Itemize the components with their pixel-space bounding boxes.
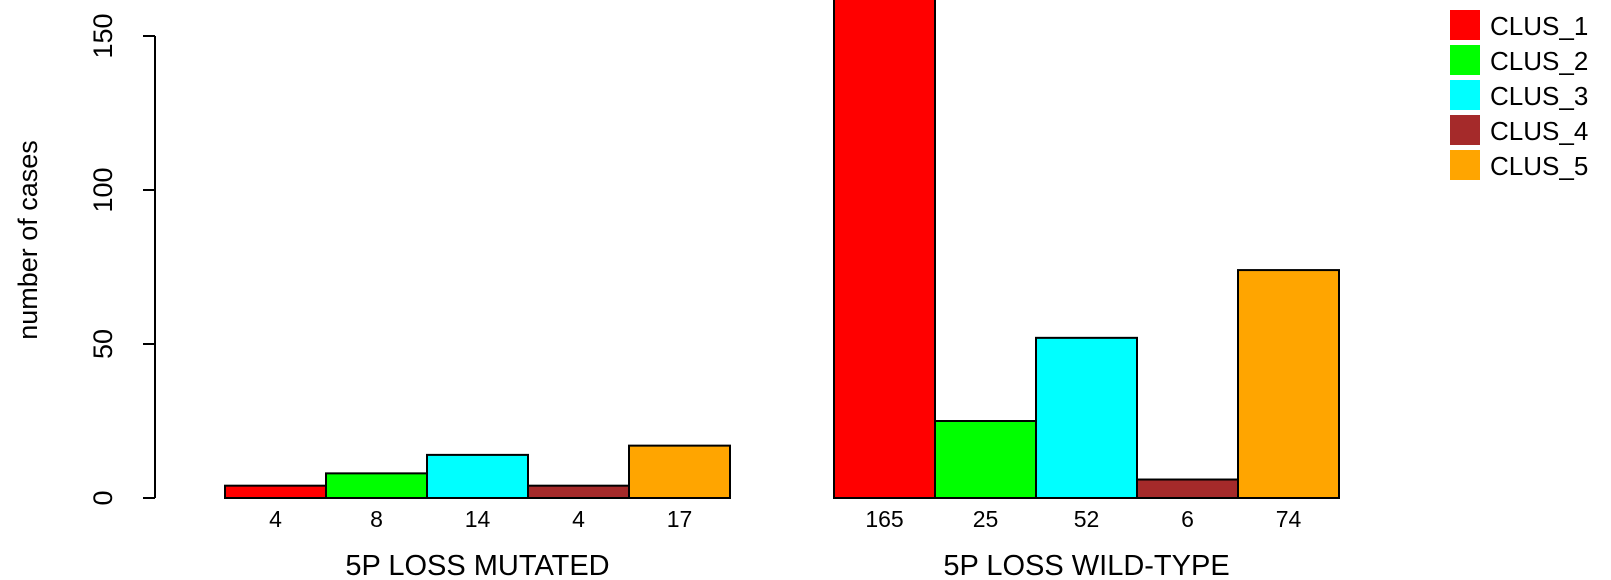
legend-label: CLUS_4 <box>1490 116 1588 146</box>
legend-label: CLUS_1 <box>1490 11 1588 41</box>
group-labels: 5P LOSS MUTATED 5P LOSS WILD-TYPE <box>345 550 1229 580</box>
bar-value-label: 4 <box>269 506 282 532</box>
bar-clus-5-group-1 <box>628 444 731 500</box>
bar-value-label: 17 <box>667 506 693 532</box>
y-tick-label: 100 <box>88 167 118 212</box>
bar-clus-5-group-2 <box>1237 269 1340 499</box>
bar-value-label: 52 <box>1074 506 1100 532</box>
legend: CLUS_1 CLUS_2 CLUS_3 CLUS_4 CLUS_5 <box>1450 10 1588 181</box>
bar-value-label: 14 <box>465 506 491 532</box>
bar-value-label: 6 <box>1181 506 1194 532</box>
bar-value-label: 74 <box>1276 506 1302 532</box>
value-labels: 4 8 14 4 17 165 25 52 6 74 <box>269 506 1301 532</box>
bar-clus-4-group-2 <box>1136 478 1239 499</box>
bar-clus-1-group-1 <box>224 484 327 499</box>
bar-value-label: 4 <box>572 506 585 532</box>
legend-label: CLUS_3 <box>1490 81 1588 111</box>
legend-label: CLUS_2 <box>1490 46 1588 76</box>
legend-swatch <box>1450 45 1480 75</box>
y-tick-label: 0 <box>88 490 118 505</box>
legend-swatch <box>1450 80 1480 110</box>
y-axis-label: number of cases <box>13 140 43 340</box>
y-axis: 0 50 100 150 <box>88 13 156 506</box>
bar-clus-2-group-1 <box>325 472 428 499</box>
bar-clus-3-group-2 <box>1035 336 1138 499</box>
legend-swatch <box>1450 115 1480 145</box>
legend-label: CLUS_5 <box>1490 151 1588 181</box>
legend-swatch <box>1450 10 1480 40</box>
bar-clus-3-group-1 <box>426 453 529 500</box>
y-tick-label: 50 <box>88 329 118 359</box>
group-label: 5P LOSS MUTATED <box>345 550 609 580</box>
y-tick-label: 150 <box>88 13 118 58</box>
group-label: 5P LOSS WILD-TYPE <box>943 550 1229 580</box>
bar-value-label: 165 <box>865 506 903 532</box>
bar-value-label: 25 <box>973 506 999 532</box>
bar-clus-1-group-2 <box>833 0 936 499</box>
bar-value-label: 8 <box>370 506 383 532</box>
bars <box>224 0 1340 500</box>
legend-swatch <box>1450 150 1480 180</box>
bar-clus-2-group-2 <box>934 420 1037 499</box>
bar-clus-4-group-1 <box>527 484 630 499</box>
